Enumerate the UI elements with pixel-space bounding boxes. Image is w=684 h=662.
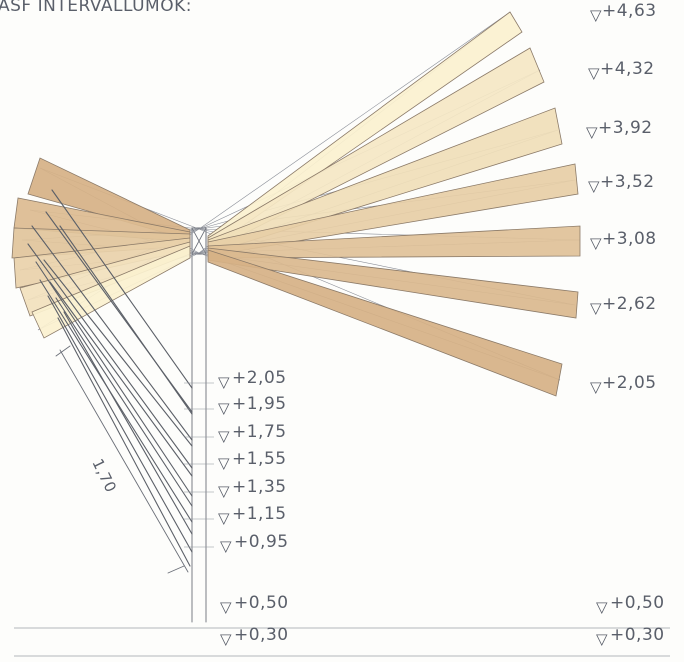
svg-text:+3,52: +3,52 (600, 172, 655, 192)
hanging-line (55, 297, 193, 507)
svg-text:+2,62: +2,62 (602, 294, 657, 314)
post-level-6: ▽ +1,15 (218, 504, 287, 527)
svg-text:+1,95: +1,95 (232, 394, 287, 414)
svg-text:▽: ▽ (218, 399, 230, 417)
hanging-line (51, 189, 193, 389)
hanging-line (35, 261, 193, 497)
right-level-3: ▽ +3,92 (586, 118, 653, 141)
ground-level-lower-right: ▽ +0,30 (596, 625, 665, 648)
svg-text:+0,50: +0,50 (234, 593, 289, 613)
right-level-5: ▽ +3,08 (590, 229, 657, 252)
svg-text:+2,05: +2,05 (602, 373, 657, 393)
svg-text:+1,15: +1,15 (232, 504, 287, 524)
right-level-2: ▽ +4,32 (588, 59, 655, 82)
svg-text:+1,35: +1,35 (232, 477, 287, 497)
hanging-line (47, 295, 193, 553)
post-level-2: ▽ +1,95 (218, 394, 287, 417)
svg-text:+3,08: +3,08 (602, 229, 657, 249)
hanging-line (49, 281, 193, 477)
left-boards (11, 157, 191, 339)
dimension-line (59, 349, 189, 573)
post-level-5: ▽ +1,35 (218, 477, 287, 500)
dimension-tick-top (55, 345, 71, 357)
svg-text:▽: ▽ (588, 64, 600, 82)
svg-text:▽: ▽ (218, 454, 230, 472)
svg-text:▽: ▽ (218, 482, 230, 500)
svg-text:+1,75: +1,75 (232, 422, 287, 442)
sketch-title: ASF INTERVALLUMOK: (0, 0, 192, 16)
hanging-line (59, 225, 193, 415)
svg-text:+2,05: +2,05 (232, 368, 287, 388)
svg-text:+4,32: +4,32 (600, 59, 655, 79)
post-level-3: ▽ +1,75 (218, 422, 287, 445)
svg-text:+3,92: +3,92 (598, 118, 653, 138)
svg-text:+1,55: +1,55 (232, 449, 287, 469)
svg-text:▽: ▽ (596, 598, 608, 616)
dimension-tick-bottom (167, 565, 185, 574)
right-level-6: ▽ +2,62 (590, 294, 657, 317)
hanging-line (27, 243, 193, 469)
svg-text:▽: ▽ (220, 598, 232, 616)
fan-line (198, 11, 511, 230)
dimension-label: 1,70 (88, 456, 120, 496)
hanging-lines (27, 189, 214, 567)
svg-text:+0,50: +0,50 (610, 593, 665, 613)
svg-text:▽: ▽ (220, 630, 232, 648)
right-boards (207, 11, 581, 397)
right-level-4: ▽ +3,52 (588, 172, 655, 195)
svg-text:▽: ▽ (588, 177, 600, 195)
svg-text:▽: ▽ (218, 427, 230, 445)
svg-text:▽: ▽ (590, 299, 602, 317)
hanging-line (39, 279, 193, 523)
pivot-joint (191, 227, 207, 255)
svg-text:▽: ▽ (590, 378, 602, 396)
right-board (207, 249, 563, 397)
svg-text:+0,30: +0,30 (610, 625, 665, 645)
svg-text:+0,30: +0,30 (234, 625, 289, 645)
ground-level-upper-right: ▽ +0,50 (596, 593, 665, 616)
ground-level-lower-left: ▽ +0,30 (220, 625, 289, 648)
post-level-7: ▽ +0,95 (220, 532, 289, 555)
post-level-labels: ▽ +2,05 ▽ +1,95 ▽ +1,75 ▽ +1,55 ▽ +1,35 … (218, 368, 289, 555)
svg-text:▽: ▽ (218, 373, 230, 391)
ground-level-upper-left: ▽ +0,50 (220, 593, 289, 616)
right-level-labels: ▽ +4,63 ▽ +4,32 ▽ +3,92 ▽ +3,52 ▽ +3,08 … (586, 1, 657, 396)
svg-text:▽: ▽ (220, 537, 232, 555)
post-level-4: ▽ +1,55 (218, 449, 287, 472)
hanging-line (43, 259, 193, 447)
svg-text:▽: ▽ (596, 630, 608, 648)
hanging-line (57, 317, 191, 567)
svg-text:+4,63: +4,63 (602, 1, 657, 21)
hanging-line (31, 225, 193, 441)
svg-text:▽: ▽ (590, 6, 602, 24)
post-level-1: ▽ +2,05 (218, 368, 287, 391)
pivot-cross-2 (191, 227, 207, 255)
svg-text:▽: ▽ (586, 123, 598, 141)
right-level-7: ▽ +2,05 (590, 373, 657, 396)
svg-text:▽: ▽ (590, 234, 602, 252)
svg-text:▽: ▽ (218, 509, 230, 527)
hanging-line (63, 311, 193, 535)
svg-text:+0,95: +0,95 (234, 532, 289, 552)
right-level-1: ▽ +4,63 (590, 1, 657, 24)
